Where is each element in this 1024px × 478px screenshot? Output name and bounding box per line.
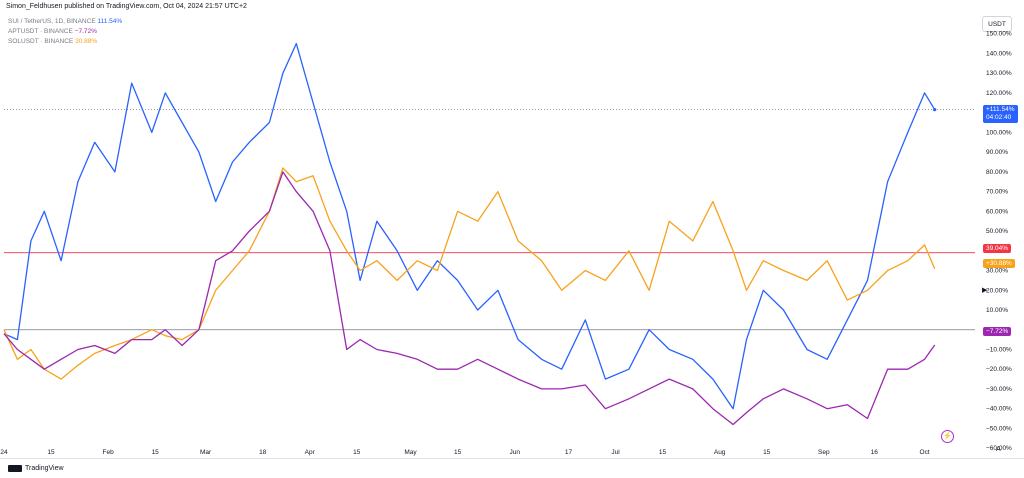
series-line-solusdt [3, 167, 936, 380]
x-tick-label: 18 [259, 449, 267, 456]
legend-symbol: APTUSDT · BINANCE [8, 28, 73, 35]
publisher-line: Simon_Feldhusen published on TradingView… [6, 3, 247, 10]
x-tick-label: Feb [103, 449, 115, 456]
x-tick-label: 15 [152, 449, 160, 456]
x-tick-label: 15 [454, 449, 462, 456]
legend-value: −7.72% [74, 28, 97, 35]
auto-scale-icon[interactable]: A [996, 446, 1001, 453]
x-tick-label: Aug [714, 449, 726, 456]
x-tick-label: Apr [305, 449, 316, 456]
x-tick-label: Jul [611, 449, 620, 456]
red-line-badge: 39.04% [983, 244, 1012, 253]
x-tick-label: 17 [565, 449, 573, 456]
y-tick-label: 90.00% [986, 149, 1008, 156]
y-tick-label: 130.00% [986, 70, 1012, 77]
y-tick-label: −60.00% [986, 445, 1012, 452]
x-tick-label: 15 [763, 449, 771, 456]
y-tick-label: 70.00% [986, 189, 1008, 196]
y-tick-label: 20.00% [986, 287, 1008, 294]
y-tick-label: −30.00% [986, 386, 1012, 393]
x-tick-label: 16 [871, 449, 879, 456]
legend-symbol: SOLUSDT · BINANCE [8, 38, 74, 45]
y-tick-label: −40.00% [986, 406, 1012, 413]
x-tick-label: 15 [353, 449, 361, 456]
y-tick-label: −10.00% [986, 346, 1012, 353]
x-tick-label: Oct [920, 449, 930, 456]
x-tick-label: 15 [47, 449, 55, 456]
tradingview-brand[interactable]: TradingView [8, 465, 64, 472]
sui-price-badge: +111.54% 04:02:40 [983, 104, 1018, 123]
legend-value: 30.88% [75, 38, 98, 45]
bottom-bar [0, 458, 1024, 478]
apt-price-badge: −7.72% [983, 327, 1012, 336]
y-tick-label: 80.00% [986, 169, 1008, 176]
y-tick-label: 30.00% [986, 268, 1008, 275]
legend-item-sui[interactable]: SUI / TetherUS, 1D, BINANCE 111.54% [8, 17, 122, 27]
sui-value-label: +111.54% [986, 105, 1015, 113]
currency-unit-button[interactable]: USDT [982, 16, 1012, 32]
legend-value: 111.54% [97, 18, 123, 25]
x-tick-label: Mar [200, 449, 212, 456]
chart-canvas[interactable]: 150.00%140.00%130.00%120.00%110.00%100.0… [0, 0, 1024, 458]
x-tick-label: May [404, 449, 417, 456]
flash-icon[interactable]: ⚡ [941, 430, 954, 443]
sui-last-point-marker [933, 108, 937, 112]
x-tick-label: Jun [509, 449, 520, 456]
series-line-sui [3, 42, 936, 410]
tradingview-logo-icon [8, 465, 22, 472]
x-tick-label: Sep [818, 449, 830, 456]
y-tick-label: 140.00% [986, 50, 1012, 57]
legend-symbol: SUI / TetherUS, 1D, BINANCE [8, 18, 96, 25]
y-tick-label: 150.00% [986, 31, 1012, 38]
x-tick-label: 15 [659, 449, 667, 456]
y-tick-label: 10.00% [986, 307, 1008, 314]
legend-item-apt[interactable]: APTUSDT · BINANCE −7.72% [8, 27, 122, 37]
legend-item-sol[interactable]: SOLUSDT · BINANCE 30.88% [8, 37, 122, 47]
sol-price-badge: +30.88% [983, 259, 1015, 268]
y-tick-label: −20.00% [986, 366, 1012, 373]
y-tick-label: 100.00% [986, 129, 1012, 136]
brand-label: TradingView [25, 465, 64, 472]
y-tick-label: 50.00% [986, 228, 1008, 235]
series-line-aptusdt [3, 171, 936, 426]
y-tick-label: −50.00% [986, 425, 1012, 432]
chart-legend: SUI / TetherUS, 1D, BINANCE 111.54% APTU… [8, 17, 122, 47]
y-tick-label: 60.00% [986, 208, 1008, 215]
x-tick-label: 24 [0, 449, 8, 456]
scroll-arrow-icon[interactable]: ▶ [982, 287, 988, 294]
y-tick-label: 120.00% [986, 90, 1012, 97]
sui-countdown-label: 04:02:40 [986, 113, 1012, 121]
